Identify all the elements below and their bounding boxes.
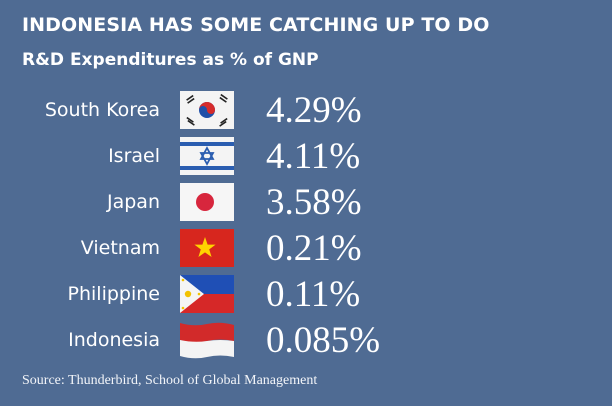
source-note: Source: Thunderbird, School of Global Ma… bbox=[22, 373, 318, 388]
value-label: 0.085% bbox=[266, 320, 381, 361]
chart-subtitle: R&D Expenditures as % of GNP bbox=[22, 50, 319, 70]
value-label: 4.29% bbox=[266, 90, 362, 131]
row-indonesia: Indonesia 0.085% bbox=[0, 319, 612, 365]
value-label: 3.58% bbox=[266, 182, 362, 223]
country-label: South Korea bbox=[44, 99, 160, 121]
south-korea-flag-icon bbox=[180, 91, 234, 129]
indonesia-flag-icon bbox=[180, 322, 234, 359]
japan-flag-icon bbox=[180, 183, 234, 221]
chart-title: INDONESIA HAS SOME CATCHING UP TO DO bbox=[22, 14, 490, 36]
value-label: 4.11% bbox=[266, 136, 361, 177]
vietnam-flag-icon bbox=[180, 229, 234, 267]
country-label: Indonesia bbox=[68, 329, 160, 351]
row-vietnam: Vietnam 0.21% bbox=[0, 227, 612, 273]
row-israel: Israel 4.11% bbox=[0, 135, 612, 181]
row-south-korea: South Korea 4.29% bbox=[0, 89, 612, 135]
value-label: 0.21% bbox=[266, 228, 362, 269]
country-label: Israel bbox=[108, 145, 160, 167]
philippines-flag-icon bbox=[180, 275, 234, 313]
row-philippine: Philippine 0.11% bbox=[0, 273, 612, 319]
israel-flag-icon bbox=[180, 137, 234, 175]
country-label: Philippine bbox=[67, 283, 160, 305]
country-label: Vietnam bbox=[80, 237, 160, 259]
value-label: 0.11% bbox=[266, 274, 361, 315]
row-japan: Japan 3.58% bbox=[0, 181, 612, 227]
country-label: Japan bbox=[107, 191, 160, 213]
